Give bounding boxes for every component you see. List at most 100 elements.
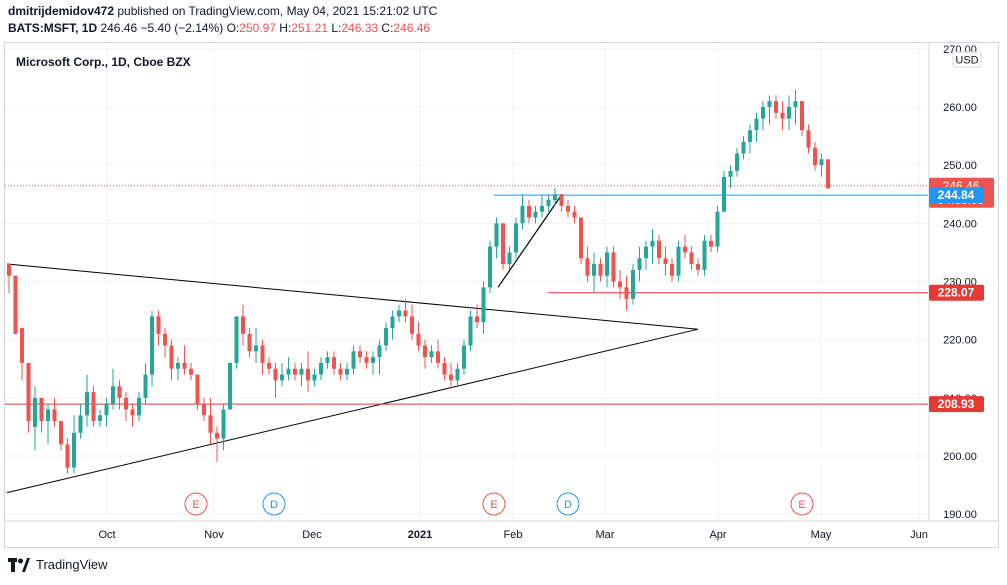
candle[interactable] — [721, 170, 727, 212]
candle[interactable] — [19, 328, 25, 381]
candle[interactable] — [156, 310, 161, 346]
candle[interactable] — [689, 246, 694, 270]
candle[interactable] — [39, 397, 44, 433]
candle[interactable] — [370, 351, 376, 375]
candle[interactable] — [214, 426, 220, 462]
candle[interactable] — [572, 205, 577, 224]
candle[interactable] — [611, 246, 616, 288]
candle[interactable] — [110, 368, 116, 410]
candle[interactable] — [273, 362, 278, 398]
candle[interactable] — [429, 345, 434, 363]
candle[interactable] — [6, 264, 12, 294]
candle[interactable] — [604, 246, 610, 288]
candle[interactable] — [448, 362, 454, 387]
candle[interactable] — [253, 328, 259, 363]
candle[interactable] — [65, 438, 70, 474]
candle[interactable] — [734, 147, 740, 177]
candle[interactable] — [130, 403, 135, 427]
candle[interactable] — [533, 205, 538, 224]
candle[interactable] — [240, 304, 246, 346]
level-price-tag[interactable]: 228.07 — [929, 284, 984, 301]
candle[interactable] — [461, 339, 467, 375]
candle[interactable] — [123, 392, 129, 422]
candle[interactable] — [104, 397, 109, 427]
candle[interactable] — [396, 304, 402, 323]
candle[interactable] — [182, 345, 187, 375]
candle[interactable] — [663, 246, 668, 276]
candle[interactable] — [708, 234, 714, 253]
candle[interactable] — [260, 339, 265, 375]
candle[interactable] — [637, 246, 642, 282]
candle[interactable] — [221, 403, 226, 451]
candle[interactable] — [598, 258, 603, 282]
candle[interactable] — [78, 403, 83, 439]
candle[interactable] — [338, 362, 343, 381]
candle[interactable] — [286, 357, 291, 381]
candle[interactable] — [175, 357, 181, 381]
candle[interactable] — [416, 322, 421, 352]
candle[interactable] — [26, 362, 31, 433]
candle[interactable] — [136, 392, 142, 422]
candle[interactable] — [45, 403, 51, 445]
currency-badge[interactable]: USD — [952, 51, 982, 68]
candle[interactable] — [279, 362, 285, 387]
candle[interactable] — [390, 310, 395, 340]
candle[interactable] — [754, 112, 759, 142]
candle[interactable] — [312, 368, 317, 387]
candle[interactable] — [591, 252, 597, 294]
candle[interactable] — [162, 328, 168, 358]
candle[interactable] — [539, 194, 545, 218]
candle[interactable] — [383, 322, 389, 352]
candle[interactable] — [513, 217, 519, 259]
candle[interactable] — [656, 234, 662, 265]
candle[interactable] — [487, 240, 493, 294]
candle[interactable] — [247, 328, 252, 358]
candle[interactable] — [695, 258, 701, 276]
candle[interactable] — [58, 421, 64, 451]
candle[interactable] — [117, 380, 122, 410]
candle[interactable] — [344, 362, 350, 381]
candle[interactable] — [208, 397, 213, 445]
candle[interactable] — [715, 205, 720, 253]
candle[interactable] — [793, 89, 798, 125]
candle[interactable] — [780, 101, 785, 131]
candle[interactable] — [13, 275, 18, 334]
earnings-marker[interactable]: E — [790, 492, 814, 516]
candle[interactable] — [97, 409, 103, 427]
candle[interactable] — [767, 95, 772, 125]
candle[interactable] — [819, 153, 824, 177]
candle[interactable] — [377, 339, 382, 375]
candle[interactable] — [786, 95, 792, 131]
candle[interactable] — [552, 188, 558, 206]
candle[interactable] — [825, 159, 831, 189]
candle[interactable] — [481, 281, 486, 334]
candle[interactable] — [331, 351, 337, 375]
candle[interactable] — [799, 101, 805, 137]
level-price-tag[interactable]: 244.84 — [929, 187, 984, 204]
candle[interactable] — [702, 234, 707, 276]
candle[interactable] — [292, 362, 298, 381]
candle[interactable] — [559, 194, 564, 212]
candle[interactable] — [546, 194, 551, 212]
candle[interactable] — [468, 310, 473, 352]
candle[interactable] — [682, 234, 688, 259]
brand-logo[interactable]: TradingView — [8, 557, 108, 572]
candle[interactable] — [435, 339, 441, 369]
candle[interactable] — [305, 351, 311, 393]
earnings-marker[interactable]: E — [184, 492, 208, 516]
candle[interactable] — [747, 124, 753, 154]
candle[interactable] — [643, 240, 649, 270]
candle[interactable] — [143, 362, 148, 404]
earnings-marker[interactable]: E — [482, 492, 506, 516]
candle[interactable] — [494, 217, 499, 259]
candle[interactable] — [169, 339, 174, 381]
candle[interactable] — [318, 357, 324, 381]
candle[interactable] — [299, 362, 304, 387]
candle[interactable] — [227, 362, 233, 410]
candle[interactable] — [71, 415, 77, 474]
candle[interactable] — [364, 351, 369, 369]
candle[interactable] — [760, 101, 766, 131]
dividend-marker[interactable]: D — [556, 492, 580, 516]
candle[interactable] — [773, 95, 779, 119]
candle[interactable] — [650, 229, 655, 265]
